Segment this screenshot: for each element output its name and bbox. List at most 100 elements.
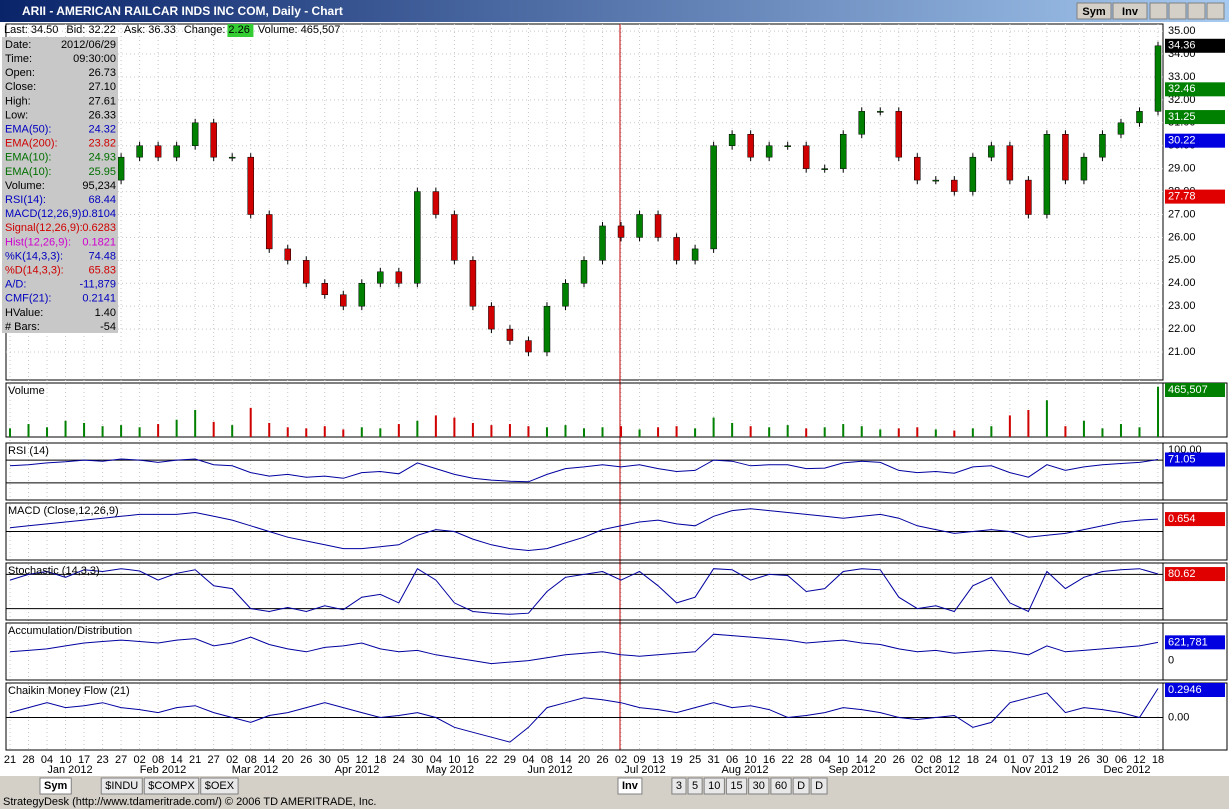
toolbar-tab[interactable] [748, 777, 770, 795]
y-tick-label: 32.00 [1168, 94, 1196, 106]
info-label: Volume: [5, 180, 45, 192]
toolbar-tab[interactable] [703, 777, 725, 795]
indicator-line [9, 633, 1159, 665]
volume-bar [120, 425, 123, 437]
last-value-box [1165, 635, 1225, 650]
toolbar-tab-label: Sym [44, 780, 67, 792]
volume-bar [786, 425, 789, 437]
window-control[interactable] [1168, 2, 1187, 20]
toolbar-tab[interactable] [770, 777, 792, 795]
info-value: -11,879 [80, 279, 117, 291]
toolbar-tab[interactable] [617, 777, 643, 795]
price-label-box [1165, 82, 1225, 97]
x-tick-label: 04 [819, 754, 831, 766]
x-tick-label: 09 [633, 754, 645, 766]
toolbar-tab-label: 30 [753, 780, 765, 792]
info-value: 26.33 [88, 109, 116, 121]
info-label: A/D: [5, 279, 26, 291]
y-tick-label: 25.00 [1168, 254, 1196, 266]
volume-bar [768, 427, 771, 437]
last-value-box [1165, 683, 1225, 697]
y-tick-label: 29.00 [1168, 163, 1196, 175]
x-tick-label: 20 [282, 754, 294, 766]
volume-bar [545, 427, 548, 437]
candle [525, 340, 532, 353]
window-control[interactable] [1187, 2, 1206, 20]
panel-title: Accumulation/Distribution [8, 625, 132, 637]
x-tick-label: 22 [782, 754, 794, 766]
toolbar-tab[interactable] [100, 777, 143, 795]
window-control[interactable] [1206, 2, 1225, 20]
toolbar-tab[interactable] [725, 777, 748, 795]
price-label-box [1165, 189, 1225, 204]
x-tick-label: 08 [541, 754, 553, 766]
info-label: High: [5, 95, 31, 107]
candle [914, 156, 921, 181]
title-button[interactable] [1112, 2, 1148, 20]
candle [562, 283, 569, 307]
toolbar-tab[interactable] [810, 777, 828, 795]
volume-bar [453, 417, 456, 437]
toolbar-tab[interactable] [143, 777, 200, 795]
window-control[interactable] [1149, 2, 1168, 20]
last-value-label: 465,507 [1168, 384, 1208, 396]
candle [247, 156, 254, 215]
x-tick-label: 30 [319, 754, 331, 766]
quote-value: 465,507 [301, 24, 341, 36]
x-tick-label: 02 [615, 754, 627, 766]
x-tick-label: 08 [930, 754, 942, 766]
volume-bar [323, 426, 326, 437]
x-tick-label: 26 [1078, 754, 1090, 766]
info-value: 24.32 [88, 124, 116, 136]
panel-title: RSI (14) [8, 445, 49, 457]
panel-title: MACD (Close,12,26,9) [8, 505, 119, 517]
y-tick-label: 24.00 [1168, 277, 1196, 289]
volume-bar [1027, 410, 1030, 437]
candle [654, 214, 662, 238]
candle [691, 248, 699, 261]
volume-bar [897, 428, 900, 437]
month-label: May 2012 [426, 764, 474, 776]
y-tick-label: 22.00 [1168, 323, 1196, 335]
volume-bar [342, 429, 345, 437]
candle [728, 134, 736, 146]
x-tick-label: 14 [263, 754, 275, 766]
x-tick-label: 04 [522, 754, 534, 766]
candle [802, 145, 810, 169]
x-tick-label: 02 [133, 754, 145, 766]
toolbar-tab[interactable] [671, 777, 687, 795]
indicator-axis [1162, 622, 1228, 681]
candle [340, 294, 347, 307]
price-label: 34.36 [1168, 40, 1196, 52]
info-value: 26.73 [88, 67, 116, 79]
x-tick-label: 10 [837, 754, 849, 766]
x-tick-label: 25 [689, 754, 701, 766]
toolbar-tab[interactable] [39, 777, 72, 795]
toolbar [0, 776, 1229, 795]
volume-bar [731, 422, 734, 437]
volume-bar [286, 427, 289, 437]
toolbar-tab[interactable] [792, 777, 810, 795]
x-tick-label: 13 [652, 754, 664, 766]
x-tick-label: 24 [985, 754, 997, 766]
info-value: 2012/06/29 [61, 39, 116, 51]
x-tick-label: 02 [911, 754, 923, 766]
y-tick-label: 35.00 [1168, 25, 1196, 37]
x-tick-label: 28 [22, 754, 34, 766]
x-tick-label: 31 [707, 754, 719, 766]
quote-value: 32.22 [88, 24, 116, 36]
info-label: %D(14,3,3): [5, 265, 64, 277]
title-button[interactable] [1076, 2, 1112, 20]
info-label: EMA(10): [5, 152, 51, 164]
price-label: 31.25 [1168, 111, 1196, 123]
volume-bar [471, 422, 474, 437]
x-tick-label: 18 [1152, 754, 1164, 766]
candle [303, 260, 310, 284]
info-value: 68.44 [88, 194, 116, 206]
toolbar-tab[interactable] [687, 777, 703, 795]
month-label: Jun 2012 [527, 764, 572, 776]
candle [265, 214, 273, 250]
candle [988, 145, 995, 158]
info-value: 1.40 [95, 307, 116, 319]
toolbar-tab[interactable] [200, 777, 239, 795]
